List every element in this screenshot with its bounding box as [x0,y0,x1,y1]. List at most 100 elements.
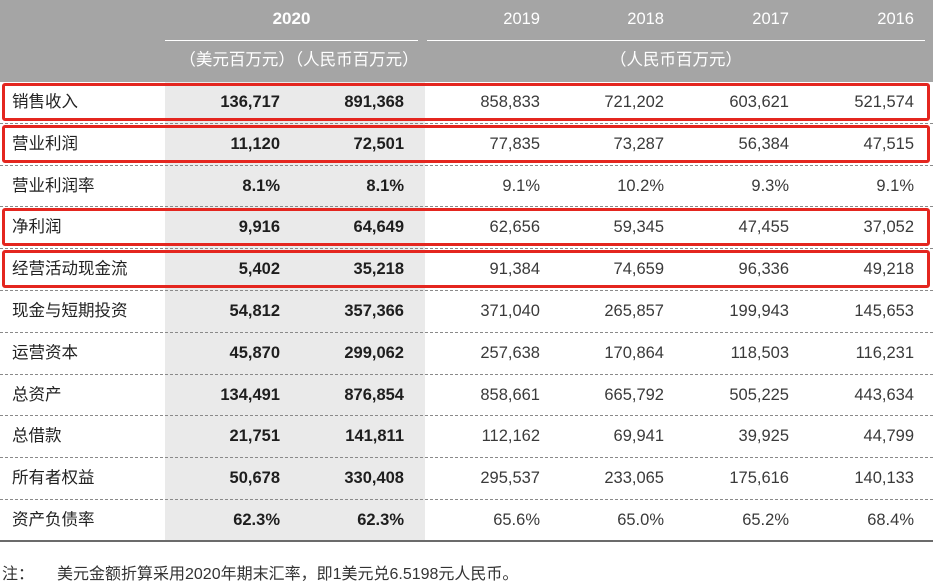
value-2017: 96,336 [738,260,789,279]
header-year-2018: 2018 [627,10,664,28]
value-2020-rmb: 330,408 [344,469,404,488]
value-2019: 65.6% [493,510,540,529]
row-label: 总资产 [12,385,62,404]
table-row: 现金与短期投资 54,812 357,366 371,040 265,857 1… [0,291,933,333]
table-row: 总资产 134,491 876,854 858,661 665,792 505,… [0,375,933,417]
value-2020-rmb: 357,366 [344,301,404,320]
table-row: 资产负债率 62.3% 62.3% 65.6% 65.0% 65.2% 68.4… [0,500,933,542]
table-row: 总借款 21,751 141,811 112,162 69,941 39,925… [0,416,933,459]
header-year-2020: 2020 [272,9,311,28]
value-2020-rmb: 876,854 [344,385,404,404]
table-row: 净利润 9,916 64,649 62,656 59,345 47,455 37… [0,207,933,250]
value-2019: 9.1% [502,176,540,195]
row-label: 营业利润 [12,134,78,153]
unit-usd-millions: （美元百万元） [179,51,295,69]
table-row: 运营资本 45,870 299,062 257,638 170,864 118,… [0,333,933,375]
value-2020-usd: 8.1% [242,176,280,195]
value-2017: 199,943 [729,301,789,320]
header-year-2017: 2017 [752,10,789,28]
value-2018: 233,065 [604,469,664,488]
header-units-prior: （人民币百万元） [610,51,742,69]
value-2020-rmb: 8.1% [366,176,404,195]
value-2019: 858,661 [480,385,540,404]
footnote-text: 美元金额折算采用2020年期末汇率，即1美元兑6.5198元人民币。 [57,566,519,583]
value-2016: 47,515 [863,134,914,153]
value-2020-rmb: 64,649 [353,218,404,237]
value-2017: 505,225 [729,385,789,404]
value-2019: 62,656 [489,218,540,237]
footnote-label: 注： [2,566,35,583]
table-header: 2020 2019 2018 2017 2016 （美元百万元）（人民币百万元）… [0,0,933,82]
value-2017: 118,503 [730,343,789,362]
value-2020-usd: 62.3% [233,510,280,529]
value-2016: 37,052 [863,218,914,237]
value-2018: 10.2% [617,176,664,195]
value-2019: 112,162 [481,427,540,446]
value-2016: 9.1% [876,176,914,195]
value-2018: 59,345 [613,218,664,237]
header-year-2016: 2016 [877,10,914,28]
table-row: 所有者权益 50,678 330,408 295,537 233,065 175… [0,458,933,500]
value-2017: 603,621 [729,93,789,111]
row-label: 销售收入 [12,93,78,111]
value-2018: 721,202 [604,93,664,111]
value-2020-rmb: 62.3% [357,510,404,529]
value-2018: 265,857 [604,301,664,320]
value-2020-usd: 136,717 [220,93,280,111]
financial-table-body: 销售收入 136,717 891,368 858,833 721,202 603… [0,82,933,542]
value-2016: 145,653 [854,301,914,320]
value-2018: 69,941 [613,427,664,446]
value-2020-usd: 45,870 [229,343,280,362]
value-2017: 47,455 [738,218,789,237]
value-2020-rmb: 72,501 [353,134,404,153]
value-2020-rmb: 35,218 [353,260,404,279]
value-2016: 68.4% [867,510,914,529]
value-2020-usd: 21,751 [229,427,280,446]
value-2017: 9.3% [751,176,789,195]
value-2018: 665,792 [604,385,664,404]
value-2020-usd: 54,812 [229,301,280,320]
value-2016: 443,634 [854,385,914,404]
value-2020-usd: 50,678 [229,469,280,488]
row-label: 运营资本 [12,343,78,362]
table-row: 经营活动现金流 5,402 35,218 91,384 74,659 96,33… [0,249,933,291]
header-divider-prior [427,40,925,41]
value-2017: 65.2% [742,510,789,529]
value-2019: 858,833 [480,93,540,111]
value-2018: 170,864 [604,343,664,362]
header-divider-current [165,40,418,41]
value-2017: 175,616 [729,469,789,488]
value-2020-usd: 134,491 [220,385,280,404]
value-2020-usd: 9,916 [238,218,280,237]
value-2020-usd: 5,402 [238,260,280,279]
value-2020-rmb: 891,368 [344,93,404,111]
value-2016: 49,218 [863,260,914,279]
table-row: 营业利润率 8.1% 8.1% 9.1% 10.2% 9.3% 9.1% [0,166,933,208]
current-year-column-band [165,82,425,541]
value-2016: 140,133 [854,469,914,488]
value-2016: 116,231 [855,343,914,362]
value-2016: 44,799 [863,427,914,446]
row-label: 经营活动现金流 [12,260,128,279]
value-2019: 77,835 [489,134,540,153]
value-2019: 295,537 [480,469,540,488]
row-label: 净利润 [12,218,62,237]
row-label: 所有者权益 [12,469,95,488]
value-2019: 257,638 [480,343,540,362]
unit-rmb-millions: （人民币百万元） [294,51,419,69]
row-label: 营业利润率 [12,176,95,195]
row-label: 总借款 [12,427,62,446]
value-2019: 371,040 [480,301,540,320]
value-2016: 521,574 [854,93,914,111]
value-2017: 56,384 [738,134,789,153]
header-units-current: （美元百万元）（人民币百万元） [168,49,430,71]
header-year-2019: 2019 [503,10,540,28]
row-label: 现金与短期投资 [12,301,128,320]
value-2020-usd: 11,120 [230,134,280,153]
value-2018: 65.0% [617,510,664,529]
value-2020-rmb: 141,811 [345,427,404,446]
row-label: 资产负债率 [12,510,95,529]
table-row: 销售收入 136,717 891,368 858,833 721,202 603… [0,82,933,124]
value-2018: 74,659 [613,260,664,279]
table-row: 营业利润 11,120 72,501 77,835 73,287 56,384 … [0,124,933,166]
